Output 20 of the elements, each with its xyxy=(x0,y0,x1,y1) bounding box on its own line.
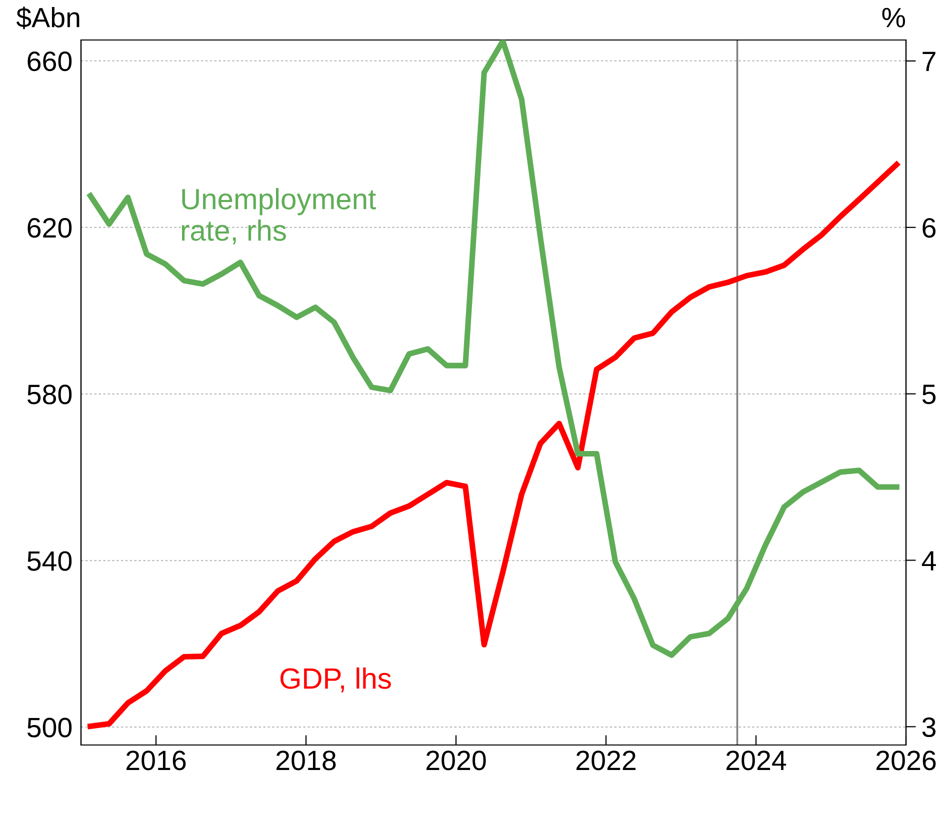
y2-tick-label: 6 xyxy=(922,218,936,238)
y2-tick-label: 7 xyxy=(922,52,936,72)
y-tick-label: 500 xyxy=(27,718,72,738)
y-tick-label: 660 xyxy=(28,51,72,72)
x-tick-label: 2020 xyxy=(426,750,486,770)
y2-axis-title: % xyxy=(882,8,906,28)
y-tick-label: 620 xyxy=(28,218,72,238)
series-label: Unemployment rate, rhs xyxy=(182,188,376,244)
y2-tick-label: 3 xyxy=(922,717,936,738)
x-tick-label: 2018 xyxy=(276,750,336,770)
y-axis-title: $Abn xyxy=(16,6,80,30)
x-tick-label: 2026 xyxy=(876,750,936,770)
x-tick-label: 2022 xyxy=(576,750,636,770)
y-tick-label: 580 xyxy=(27,384,72,404)
y2-tick-label: 5 xyxy=(922,384,936,404)
y-tick-label: 540 xyxy=(27,551,72,571)
series-label: GDP, lhs xyxy=(280,667,391,692)
x-tick-label: 2016 xyxy=(126,750,186,770)
x-tick-label: 2024 xyxy=(726,750,786,770)
y2-tick-label: 4 xyxy=(922,551,936,570)
